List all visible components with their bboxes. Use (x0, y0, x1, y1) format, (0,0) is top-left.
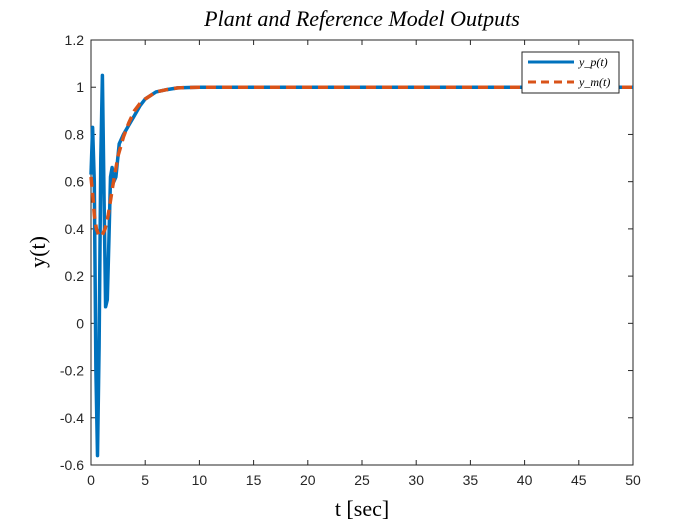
x-tick-label: 25 (354, 472, 370, 488)
y-tick-label: 0.4 (65, 221, 85, 237)
x-tick-label: 5 (141, 472, 149, 488)
chart-title: Plant and Reference Model Outputs (203, 6, 520, 31)
series-line-ym (89, 85, 633, 238)
legend-box (521, 51, 620, 94)
x-axis-label: t [sec] (335, 496, 389, 521)
y-axis-label: y(t) (25, 236, 50, 268)
legend-label-yp: y_p(t) (578, 55, 608, 69)
y-tick-label: 0 (76, 315, 84, 331)
y-tick-label: 1 (76, 79, 84, 95)
y-tick-label: -0.2 (60, 363, 84, 379)
y-tick-label: 0.8 (65, 126, 85, 142)
y-tick-label: 0.2 (65, 268, 85, 284)
x-tick-label: 10 (192, 472, 208, 488)
y-tick-label: -0.4 (60, 410, 84, 426)
y-tick-label: 1.2 (65, 32, 85, 48)
x-tick-label: 45 (571, 472, 587, 488)
y-tick-label: 0.6 (65, 174, 85, 190)
legend-label-ym: y_m(t) (578, 75, 610, 89)
series-lines (89, 73, 633, 458)
x-tick-label: 20 (300, 472, 316, 488)
x-tick-label: 50 (625, 472, 641, 488)
y-tick-label: -0.6 (60, 457, 84, 473)
x-tick-label: 35 (463, 472, 479, 488)
x-tick-label: 40 (517, 472, 533, 488)
ticks: 0 5 10 15 20 25 30 35 40 45 50 -0.6 -0.4 -0.2 0 0.2 0.4 0… (60, 32, 641, 488)
x-tick-label: 15 (246, 472, 262, 488)
plot-area (90, 39, 634, 466)
x-tick-label: 30 (408, 472, 424, 488)
x-tick-label: 0 (87, 472, 95, 488)
legend: y_p(t) y_m(t) (521, 51, 620, 94)
